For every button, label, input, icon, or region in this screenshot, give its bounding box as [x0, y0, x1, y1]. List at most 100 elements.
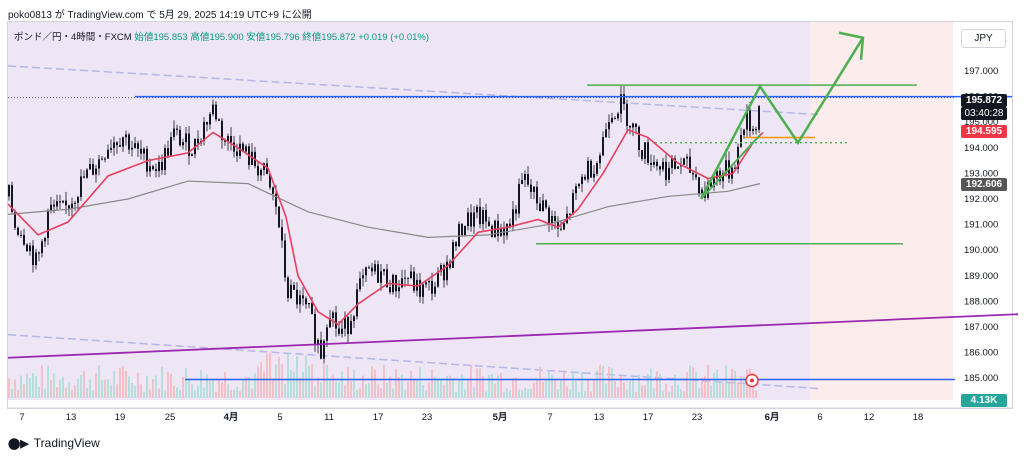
volume-bar: [404, 389, 406, 398]
volume-bar: [152, 379, 154, 398]
volume-bar: [92, 390, 94, 398]
candle-body: [422, 284, 424, 297]
volume-bar: [20, 375, 22, 398]
volume-bar: [674, 374, 676, 398]
candle-body: [29, 245, 31, 252]
candle-body: [134, 143, 136, 148]
candle-body: [47, 210, 49, 239]
x-tick-label: 25: [165, 412, 176, 423]
volume-bar: [101, 379, 103, 398]
candle-body: [476, 206, 478, 213]
volume-bar: [608, 366, 610, 398]
candle-body: [173, 128, 175, 137]
candle-body: [44, 238, 46, 242]
candle-body: [539, 203, 541, 212]
volume-bar: [584, 391, 586, 398]
volume-bar: [332, 375, 334, 398]
candle-body: [449, 261, 451, 268]
volume-bar: [692, 367, 694, 398]
candle-body: [458, 223, 460, 247]
candle-body: [551, 215, 553, 224]
volume-bar: [344, 385, 346, 398]
volume-bar: [665, 383, 667, 398]
candle-body: [557, 221, 559, 229]
volume-bar: [68, 382, 70, 398]
y-tick-label: 192.000: [964, 194, 998, 205]
currency-button[interactable]: JPY: [961, 29, 1006, 48]
candle-body: [668, 167, 670, 180]
candle-body: [266, 163, 268, 175]
candle-body: [629, 125, 631, 128]
candle-body: [158, 162, 160, 172]
volume-bar: [458, 379, 460, 398]
volume-bar: [8, 378, 10, 398]
candle-body: [269, 174, 271, 188]
candle-body: [77, 196, 79, 203]
x-tick-label: 11: [324, 412, 334, 423]
x-tick-label: 13: [66, 412, 77, 423]
volume-bar: [557, 389, 559, 398]
candle-body: [521, 179, 523, 184]
sma-line: [7, 180, 761, 239]
volume-bar: [533, 383, 535, 398]
candle-body: [23, 234, 25, 245]
candle-body: [695, 174, 697, 178]
volume-bar: [719, 381, 721, 398]
volume-bar: [398, 377, 400, 398]
candle-body: [308, 302, 310, 305]
publish-info: poko0813 が TradingView.com で 5月 29, 2025…: [8, 10, 312, 21]
volume-bar: [275, 364, 277, 398]
volume-bar: [524, 387, 526, 398]
y-tick-label: 194.000: [964, 143, 998, 154]
candle-body: [302, 295, 304, 299]
candle-body: [425, 282, 427, 285]
volume-bar: [494, 383, 496, 398]
volume-bar: [362, 375, 364, 398]
candle-body: [512, 209, 514, 227]
candle-body: [125, 134, 127, 138]
volume-bar: [476, 368, 478, 398]
candle-body: [59, 201, 61, 203]
candle-body: [164, 148, 166, 171]
volume-bar: [722, 383, 724, 398]
volume-bar: [536, 379, 538, 398]
volume-bar: [353, 369, 355, 398]
candle-body: [281, 227, 283, 241]
volume-bar: [632, 377, 634, 398]
candle-body: [464, 225, 466, 236]
volume-bar: [59, 379, 61, 398]
volume-bar: [416, 379, 418, 398]
volume-bar: [281, 363, 283, 398]
candle-body: [35, 252, 37, 266]
candle-body: [272, 187, 274, 194]
volume-bar: [593, 379, 595, 398]
candle-body: [608, 122, 610, 130]
volume-bar: [71, 389, 73, 398]
candle-body: [221, 120, 223, 141]
candle-body: [599, 155, 601, 164]
volume-bar: [380, 388, 382, 398]
volume-bar: [578, 391, 580, 398]
volume-bar: [269, 352, 271, 398]
volume-bar: [158, 388, 160, 398]
candle-body: [671, 158, 673, 168]
candle-body: [188, 133, 190, 156]
volume-bar: [227, 384, 229, 398]
candle-body: [68, 205, 70, 209]
candle-body: [524, 174, 526, 180]
volume-bar: [44, 388, 46, 398]
candle-body: [758, 106, 760, 130]
volume-bar: [164, 391, 166, 398]
volume-bar: [467, 379, 469, 398]
candle-body: [536, 186, 538, 204]
volume-bar: [566, 386, 568, 398]
candle-body: [152, 166, 154, 170]
candle-body: [50, 204, 52, 211]
candle-body: [89, 164, 91, 170]
candle-body: [275, 193, 277, 207]
candle-body: [230, 135, 232, 143]
volume-bar: [506, 388, 508, 398]
candle-body: [713, 178, 715, 187]
volume-bar: [296, 355, 298, 398]
